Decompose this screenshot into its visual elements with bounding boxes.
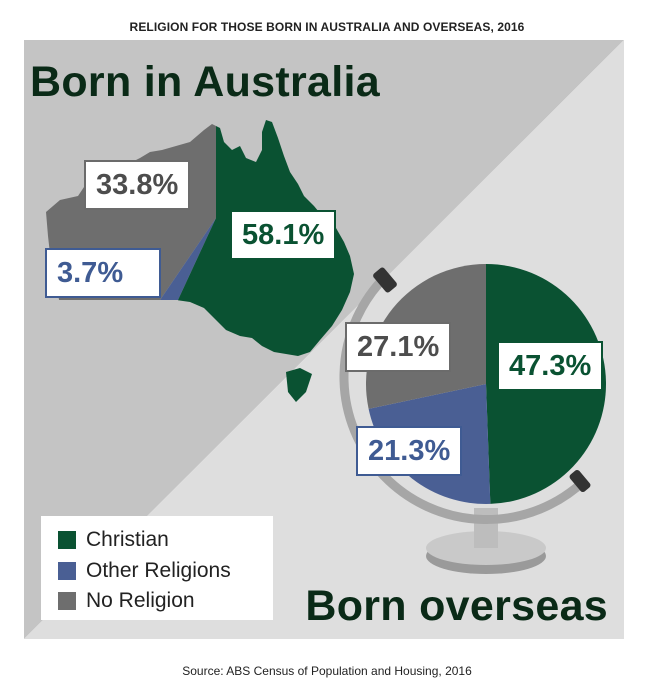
legend-swatch-other-religions xyxy=(58,562,76,580)
aus-slice-other-religions xyxy=(160,218,216,300)
legend: Christian Other Religions No Religion xyxy=(41,516,273,620)
legend-swatch-christian xyxy=(58,531,76,549)
source-note: Source: ABS Census of Population and Hou… xyxy=(182,664,472,678)
overseas-label-other-religions: 21.3% xyxy=(356,426,463,476)
legend-item-other-religions: Other Religions xyxy=(58,559,231,583)
legend-label-no-religion: No Religion xyxy=(86,589,195,612)
born-overseas-heading: Born overseas xyxy=(305,582,608,630)
globe-pin-top xyxy=(373,267,397,293)
overseas-label-no-religion: 27.1% xyxy=(345,322,452,372)
globe-stem xyxy=(474,508,498,548)
globe-pin-bottom xyxy=(569,469,591,493)
legend-item-no-religion: No Religion xyxy=(58,589,195,613)
overseas-label-christian: 47.3% xyxy=(497,341,604,391)
aus-tasmania xyxy=(286,368,312,402)
legend-item-christian: Christian xyxy=(58,528,169,552)
chart-title: RELIGION FOR THOSE BORN IN AUSTRALIA AND… xyxy=(129,20,525,34)
legend-label-other-religions: Other Religions xyxy=(86,559,231,582)
legend-swatch-no-religion xyxy=(58,592,76,610)
aus-label-christian: 58.1% xyxy=(230,210,337,260)
legend-label-christian: Christian xyxy=(86,528,169,551)
born-in-australia-heading: Born in Australia xyxy=(30,58,380,106)
aus-label-other-religions: 3.7% xyxy=(45,248,161,298)
aus-label-no-religion: 33.8% xyxy=(84,160,191,210)
